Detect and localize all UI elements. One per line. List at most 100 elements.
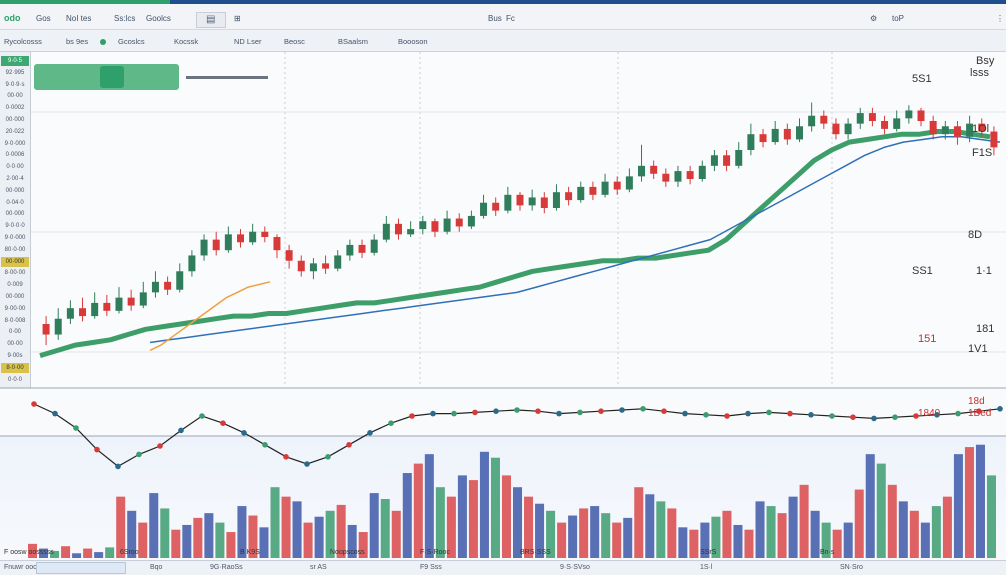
candle-body <box>808 115 816 127</box>
toolbar-item-5[interactable]: ND Lser <box>234 37 262 46</box>
volume-bar <box>226 532 236 558</box>
volume-bar <box>358 532 368 558</box>
toolbar-item-8[interactable]: Boooson <box>398 37 428 46</box>
candle-body <box>297 260 305 272</box>
candle-body <box>480 202 488 216</box>
scale-label: 8·0·008 <box>4 317 26 324</box>
scale-label: 00·000 <box>1 256 29 267</box>
volume-bar <box>986 475 996 558</box>
top-label-2: Fc <box>506 14 515 23</box>
candle-body <box>698 165 706 179</box>
price-label: 5S1 <box>912 73 932 85</box>
scale-label: 9·0·5 <box>1 56 29 66</box>
scale-label: 9·00·00 <box>4 305 26 312</box>
candle-body <box>176 271 184 290</box>
volume-bar <box>909 510 919 558</box>
toolbar-item-1[interactable]: Rycolcosss <box>4 37 42 46</box>
volume-bar <box>898 501 908 558</box>
candle-body <box>200 239 208 256</box>
oscillator-point <box>346 442 352 448</box>
chart-type-button[interactable]: ▤ <box>196 12 226 28</box>
title-accent-stripe <box>0 0 1006 4</box>
oscillator-point <box>850 414 856 421</box>
oscillator-point <box>892 414 898 421</box>
volume-bar <box>204 513 214 558</box>
volume-bar <box>535 503 545 558</box>
scale-label: 0·0006 <box>5 152 25 159</box>
candle-body <box>881 121 889 129</box>
volume-bar <box>766 506 776 558</box>
volume-bar <box>138 522 148 558</box>
volume-bar <box>248 515 258 558</box>
time-axis-label: Noopscoss <box>330 549 365 556</box>
volume-bar <box>689 529 699 558</box>
toolbar-item-4[interactable]: Kocssk <box>174 37 199 46</box>
menu-item-1[interactable]: Gos <box>36 14 51 23</box>
oscillator-point <box>262 442 268 448</box>
status-seg-5: 9·S·SVso <box>560 564 590 571</box>
chart-icon: ▤ <box>206 14 216 25</box>
more-icon[interactable]: ⋮ <box>996 14 1004 23</box>
volume-bar <box>380 499 390 558</box>
volume-bar <box>61 546 71 558</box>
volume-bar <box>314 516 324 558</box>
oscillator-point <box>535 408 541 415</box>
menu-item-5[interactable]: ⊞ <box>234 14 241 23</box>
status-tab[interactable] <box>36 562 126 574</box>
volume-bar <box>557 522 567 558</box>
volume-bar <box>942 496 952 558</box>
price-label: 181 <box>976 323 994 335</box>
candle-body <box>224 234 232 251</box>
ma-orange-line <box>149 281 271 352</box>
status-seg-6: 1S·l <box>700 564 713 571</box>
toolbar-item-3[interactable]: Gcoslcs <box>118 37 145 46</box>
oscillator-point <box>451 410 457 417</box>
oscillator-point <box>997 406 1003 412</box>
candle-body <box>249 231 257 243</box>
grid-lines <box>31 52 1006 388</box>
volume-bar <box>116 496 126 558</box>
menu-item-2[interactable]: NoI tes <box>66 14 92 23</box>
candle-body <box>504 194 512 211</box>
toolbar-item-2[interactable]: bs 9es <box>66 37 89 46</box>
volume-bar <box>854 489 864 558</box>
scale-label: 20·022 <box>5 128 25 135</box>
candle-body <box>601 181 609 195</box>
candle-body <box>492 202 500 211</box>
price-line-marker <box>186 76 268 79</box>
settings-icon[interactable]: ⚙ <box>870 14 878 23</box>
price-label: SS1 <box>912 265 933 277</box>
candle-body <box>516 194 524 206</box>
menu-item-4[interactable]: Goolcs <box>146 14 171 23</box>
candle-body <box>164 281 172 290</box>
candle-body <box>735 150 743 166</box>
time-axis-label: 6Sroo <box>120 549 139 556</box>
scale-label: 9·0·000 <box>4 235 26 241</box>
candle-body <box>978 123 986 132</box>
volume-bar <box>568 515 578 558</box>
candle-body <box>285 250 293 261</box>
oscillator-point <box>325 454 331 460</box>
volume-bar <box>369 493 379 558</box>
scale-label: 00·000 <box>5 211 25 218</box>
volume-bar <box>83 548 93 558</box>
menu-item-3[interactable]: Ss:lcs <box>114 14 136 23</box>
status-seg-4: F9 Sss <box>420 564 442 571</box>
scale-label: 9·00s <box>7 353 23 359</box>
time-axis-label: Bn·s <box>820 549 835 556</box>
candle-body <box>394 223 402 235</box>
toolbar-item-7[interactable]: BSaalsm <box>338 37 369 46</box>
time-axis-label: BRS·SSS <box>520 549 551 556</box>
left-price-scale[interactable]: 9·0·5 92·995 9·0·9·s 00·00 0·0002 00·000 20·02… <box>0 52 31 388</box>
volume-bar <box>259 527 269 558</box>
volume-bar <box>50 550 60 558</box>
volume-bar <box>546 510 556 558</box>
price-highlight-handle[interactable] <box>100 66 124 88</box>
oscillator-point <box>808 412 814 418</box>
volume-bar <box>876 463 886 558</box>
volume-bar <box>446 496 456 558</box>
candle-body <box>139 292 147 306</box>
toolbar-item-6[interactable]: Beosc <box>284 37 305 46</box>
volume-bar <box>887 484 897 558</box>
